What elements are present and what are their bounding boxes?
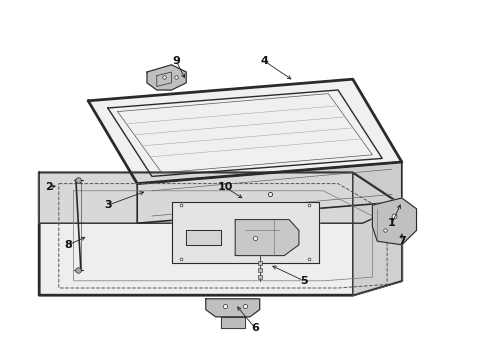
Text: 1: 1 (388, 218, 396, 228)
Polygon shape (39, 173, 402, 295)
Polygon shape (235, 220, 299, 256)
Text: 3: 3 (104, 200, 112, 210)
Polygon shape (220, 317, 245, 328)
Polygon shape (39, 173, 402, 223)
Text: 10: 10 (218, 182, 233, 192)
Polygon shape (206, 299, 260, 317)
Text: 4: 4 (261, 56, 269, 66)
Text: 8: 8 (65, 240, 73, 250)
Text: 5: 5 (300, 276, 308, 286)
Polygon shape (172, 202, 318, 263)
Polygon shape (137, 162, 402, 223)
Polygon shape (147, 65, 186, 90)
Polygon shape (88, 79, 402, 184)
Text: 7: 7 (398, 236, 406, 246)
Text: 9: 9 (172, 56, 180, 66)
Text: 6: 6 (251, 323, 259, 333)
Polygon shape (372, 198, 416, 245)
Polygon shape (186, 230, 220, 245)
Polygon shape (353, 173, 402, 295)
Text: 2: 2 (45, 182, 53, 192)
